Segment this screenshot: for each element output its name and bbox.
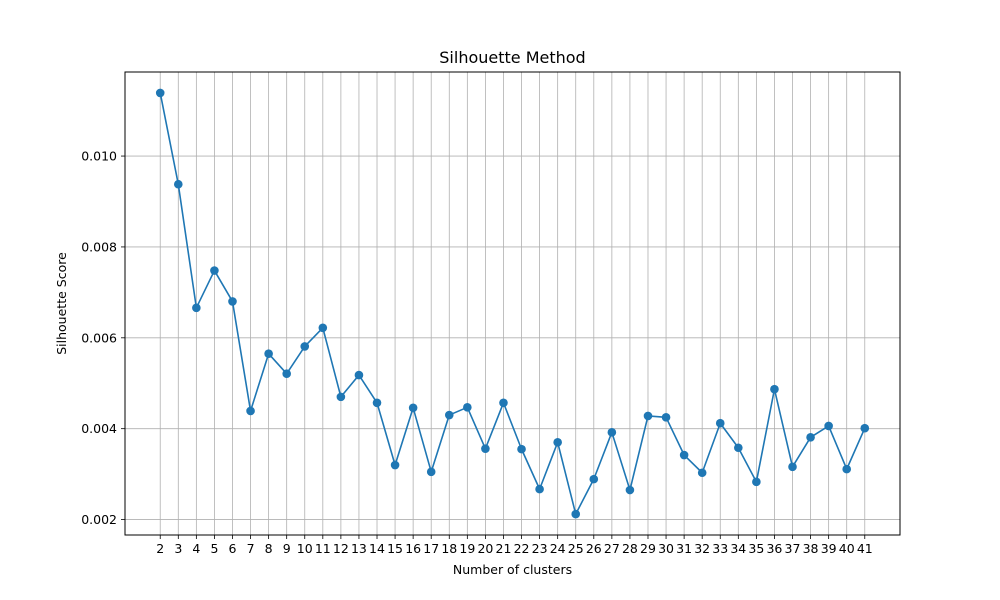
x-tick-label: 23 <box>532 541 548 556</box>
x-tick-label: 11 <box>315 541 331 556</box>
data-point <box>788 462 797 472</box>
y-tick-label: 0.008 <box>81 239 117 254</box>
series-layer <box>155 88 870 519</box>
x-tick-label: 7 <box>247 541 255 556</box>
data-point <box>752 477 761 487</box>
x-tick-label: 8 <box>265 541 273 556</box>
grid-lines <box>125 72 900 535</box>
data-point <box>553 438 562 447</box>
data-point <box>426 467 436 477</box>
x-tick-label: 35 <box>748 541 764 556</box>
x-tick-label: 10 <box>297 541 313 556</box>
x-tick-label: 15 <box>387 541 403 556</box>
data-point <box>770 384 779 394</box>
x-tick-label: 6 <box>229 541 237 556</box>
y-axis-label: Silhouette Score <box>54 252 69 355</box>
x-tick-label: 21 <box>496 541 512 556</box>
data-point <box>535 484 544 494</box>
data-point <box>246 406 255 416</box>
y-tick-label: 0.002 <box>81 512 117 527</box>
data-point <box>824 421 833 431</box>
x-tick-label: 17 <box>423 541 439 556</box>
x-tick-label: 3 <box>174 541 182 556</box>
data-point <box>806 433 815 442</box>
y-tick-label: 0.006 <box>81 330 117 345</box>
x-tick-label: 41 <box>857 541 873 556</box>
x-tick-label: 28 <box>622 541 638 556</box>
data-point <box>679 450 689 460</box>
data-point <box>589 474 599 484</box>
x-tick-label: 25 <box>568 541 584 556</box>
data-point <box>173 179 183 189</box>
data-point <box>155 88 165 98</box>
data-point <box>336 392 346 402</box>
data-point <box>300 342 310 351</box>
data-point <box>463 403 472 412</box>
x-tick-label: 9 <box>283 541 291 556</box>
data-point <box>734 443 743 453</box>
x-tick-label: 33 <box>712 541 728 556</box>
x-tick-label: 2 <box>156 541 164 556</box>
x-tick-label: 26 <box>586 541 602 556</box>
data-point <box>264 349 273 359</box>
x-tick-label: 20 <box>477 541 493 556</box>
x-tick-label: 30 <box>658 541 674 556</box>
x-tick-label: 40 <box>839 541 855 556</box>
data-point <box>318 323 328 333</box>
data-point <box>228 297 237 306</box>
data-point <box>354 370 364 380</box>
data-point <box>372 398 382 408</box>
data-point <box>390 460 400 470</box>
x-tick-label: 19 <box>459 541 475 556</box>
x-tick-label: 38 <box>803 541 819 556</box>
data-point <box>625 485 635 495</box>
data-point <box>408 403 418 413</box>
x-tick-label: 24 <box>550 541 566 556</box>
data-point <box>282 369 291 378</box>
x-tick-label: 12 <box>333 541 349 556</box>
y-axis-ticks: 0.002 0.004 0.006 0.008 0.010 <box>81 149 125 527</box>
x-tick-label: 39 <box>821 541 837 556</box>
x-tick-label: 34 <box>730 541 746 556</box>
data-point <box>697 468 707 478</box>
series-line <box>159 92 866 515</box>
x-tick-label: 14 <box>369 541 385 556</box>
chart-title: Silhouette Method <box>439 48 585 67</box>
x-tick-label: 4 <box>192 541 200 556</box>
data-point <box>842 464 852 474</box>
y-tick-label: 0.004 <box>81 421 117 436</box>
data-point <box>192 303 201 313</box>
data-point <box>860 423 870 433</box>
data-point <box>643 411 653 421</box>
data-point <box>444 410 454 420</box>
x-tick-label: 5 <box>210 541 218 556</box>
x-tick-label: 16 <box>405 541 421 556</box>
y-tick-label: 0.010 <box>81 149 117 164</box>
x-tick-label: 18 <box>441 541 457 556</box>
x-tick-label: 31 <box>676 541 692 556</box>
x-tick-label: 32 <box>694 541 710 556</box>
data-point <box>517 444 526 454</box>
x-tick-label: 29 <box>640 541 656 556</box>
data-point <box>481 444 490 453</box>
plot-frame <box>124 71 901 536</box>
x-tick-label: 13 <box>351 541 367 556</box>
x-tick-label: 27 <box>604 541 620 556</box>
data-point <box>715 418 725 428</box>
x-axis-ticks: 2 3 4 5 6 7 8 9 10 11 12 13 14 15 16 17 18 19 20 21 22 23 24 25… <box>156 535 873 556</box>
x-axis-label: Number of clusters <box>453 562 572 577</box>
data-point <box>571 509 581 519</box>
x-tick-label: 37 <box>785 541 801 556</box>
data-point <box>607 428 617 437</box>
data-point <box>499 398 508 408</box>
x-tick-label: 36 <box>766 541 782 556</box>
x-tick-label: 22 <box>514 541 530 556</box>
data-point <box>661 413 671 422</box>
data-point <box>210 266 219 275</box>
